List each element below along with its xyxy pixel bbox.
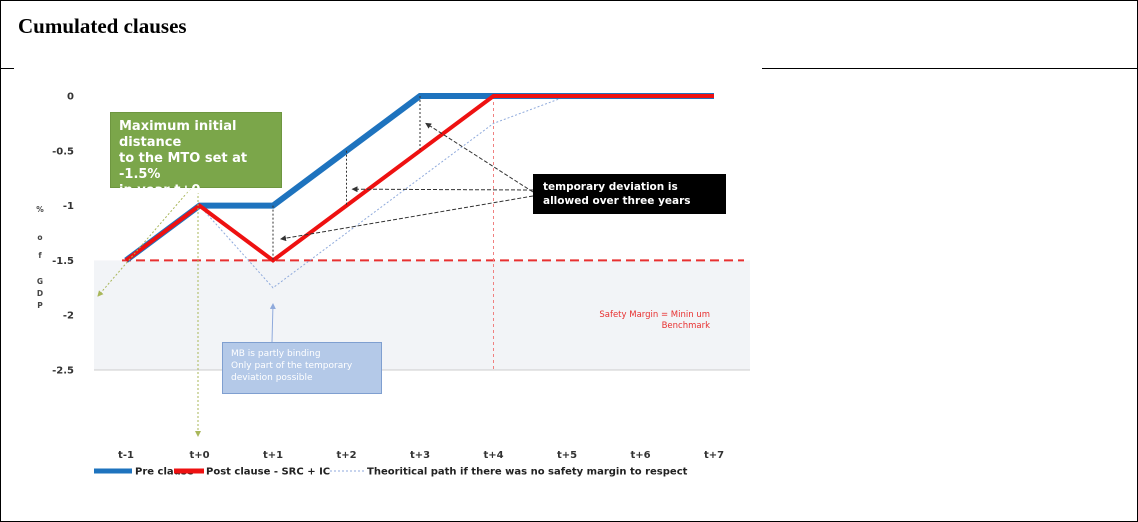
x-tick-label: t+4 [483, 450, 503, 461]
y-tick-label: -1.5 [52, 256, 74, 267]
annotation-temporary-deviation-line: temporary deviation is [543, 181, 678, 193]
y-axis-label-char: f [38, 251, 42, 260]
y-axis-label-char: o [37, 233, 42, 242]
y-axis-label-char: D [37, 289, 43, 298]
section-heading: Cumulated clauses [18, 14, 187, 38]
annotation-temporary-deviation: temporary deviation is allowed over thre… [533, 174, 726, 214]
y-tick-label: -1 [63, 201, 74, 212]
x-tick-label: t+0 [189, 450, 209, 461]
below-margin-shading [94, 260, 750, 370]
annotation-mb-binding: MB is partly binding Only part of the te… [222, 342, 382, 394]
annotation-initial-distance-line: to the MTO set at -1.5% [119, 151, 248, 182]
deviation-arrow [280, 195, 534, 242]
y-axis-label-char: G [37, 277, 43, 286]
legend-label: Pre clause [135, 467, 194, 478]
x-tick-label: t+3 [410, 450, 430, 461]
heading-rule-right [762, 68, 1138, 69]
x-tick-label: t+1 [263, 450, 283, 461]
heading-rule-left [0, 68, 14, 69]
annotation-initial-distance-line: in year t+0 [119, 183, 201, 198]
annotation-mb-binding-line: Only part of the temporary [231, 361, 353, 371]
annotation-mb-binding-line: deviation possible [231, 373, 313, 383]
x-tick-label: t+7 [704, 450, 724, 461]
y-axis-label-char: % [36, 205, 44, 214]
annotation-safety-margin-line: Benchmark [661, 321, 710, 331]
annotation-safety-margin: Safety Margin = Minin um Benchmark [580, 310, 710, 332]
legend-label: Theoritical path if there was no safety … [367, 467, 688, 478]
y-axis-label-char: P [37, 301, 43, 310]
deviation-arrow [425, 122, 534, 193]
series-line-1 [124, 94, 714, 263]
y-tick-label: 0 [67, 92, 74, 103]
x-tick-label: t-1 [118, 450, 134, 461]
x-tick-label: t+5 [557, 450, 577, 461]
deviation-arrow [351, 186, 534, 193]
initial-distance-arrow [97, 179, 199, 297]
y-tick-label: -2 [63, 311, 74, 322]
annotation-initial-distance: Maximum initial distance to the MTO set … [110, 112, 282, 198]
annotation-mb-binding-line: MB is partly binding [231, 349, 321, 359]
x-tick-label: t+2 [336, 450, 356, 461]
y-tick-label: -2.5 [52, 366, 74, 377]
mb-binding-arrow [269, 303, 276, 343]
annotation-safety-margin-line: Safety Margin = Minin um [599, 310, 710, 320]
x-tick-label: t+6 [630, 450, 650, 461]
annotation-temporary-deviation-line: allowed over three years [543, 195, 691, 207]
annotation-initial-distance-line: Maximum initial distance [119, 119, 237, 150]
legend-label: Post clause - SRC + IC [206, 467, 330, 478]
y-tick-label: -0.5 [52, 146, 74, 157]
